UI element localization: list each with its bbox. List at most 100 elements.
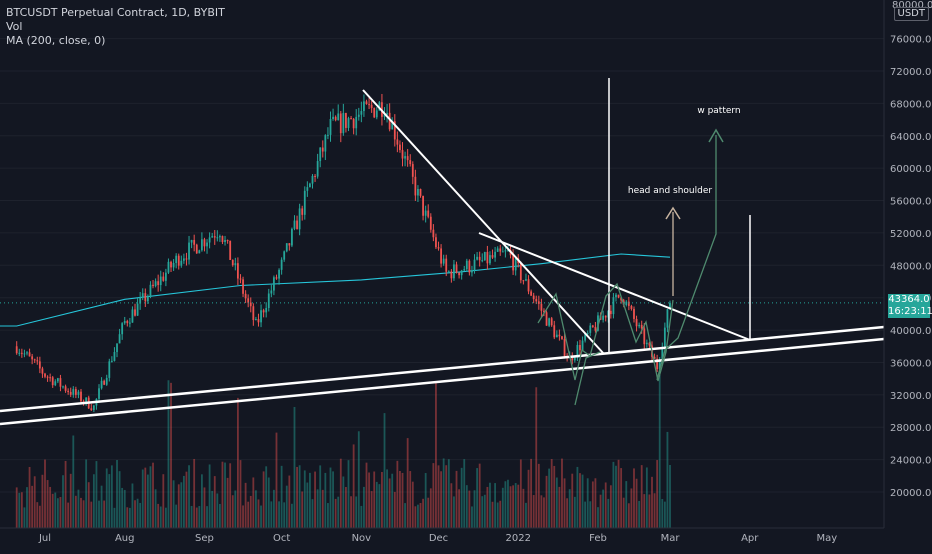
candle-body: [512, 255, 515, 271]
volume-bar: [445, 465, 448, 528]
volume-bar: [182, 475, 185, 528]
candle-body: [393, 121, 396, 140]
candle-body: [643, 328, 646, 345]
candle-body: [56, 378, 59, 382]
candle-body: [478, 256, 481, 261]
candle-body: [182, 258, 185, 261]
volume-bar: [471, 506, 473, 528]
price-tick-label: 32000.0: [890, 391, 931, 402]
volume-bar: [411, 481, 414, 528]
candle-body: [80, 391, 82, 402]
time-tick-label: Mar: [661, 533, 681, 544]
candle-body: [195, 244, 198, 254]
candle-body: [23, 353, 26, 355]
candle-body: [581, 340, 584, 351]
volume-bar: [311, 499, 314, 528]
volume-bar: [597, 507, 599, 528]
volume-bar: [69, 473, 72, 528]
volume-bar: [92, 474, 95, 528]
volume-bar: [247, 501, 250, 528]
volume-bar: [116, 459, 118, 528]
volume-bar: [321, 489, 324, 528]
candle-body: [152, 284, 154, 287]
candle-body: [404, 156, 406, 159]
volume-bar: [164, 507, 167, 528]
candle-body: [429, 216, 432, 230]
volume-bar: [67, 502, 70, 528]
volume-bar: [177, 484, 180, 528]
volume-bar: [633, 468, 635, 528]
volume-bar: [602, 489, 605, 528]
candle-body: [373, 108, 376, 118]
candle-body: [108, 361, 111, 378]
candle-body: [339, 113, 342, 134]
volume-bar: [404, 503, 406, 528]
candle-body: [249, 302, 252, 307]
candle-body: [188, 242, 190, 260]
candle-body: [41, 368, 44, 374]
candle-body: [342, 113, 345, 134]
volume-bar: [504, 481, 507, 528]
volume-bar: [571, 473, 574, 528]
volume-bar: [591, 481, 594, 528]
volume-bar: [604, 482, 607, 528]
volume-bar: [378, 484, 381, 528]
candle-body: [257, 319, 260, 323]
candle-body: [321, 147, 324, 152]
volume-bar: [414, 506, 417, 528]
time-tick-label: Nov: [352, 533, 372, 544]
volume-bar: [157, 503, 160, 528]
candle-body: [159, 276, 162, 286]
candle-body: [396, 139, 399, 145]
candle-body: [247, 298, 250, 303]
candle-body: [594, 326, 597, 331]
candle-body: [630, 305, 633, 309]
currency-selector[interactable]: USDT: [893, 7, 929, 21]
symbol-title[interactable]: BTCUSDT Perpetual Contract, 1D, BYBIT: [6, 6, 225, 19]
volume-bar: [285, 485, 288, 528]
candle-body: [180, 260, 183, 266]
ma-indicator-label[interactable]: MA (200, close, 0): [6, 34, 106, 47]
candle-body: [275, 277, 278, 279]
candle-body: [345, 113, 347, 128]
volume-bar: [409, 471, 412, 528]
volume-bar: [661, 499, 664, 528]
volume-bar: [121, 487, 124, 528]
volume-bar: [175, 504, 178, 528]
volume-indicator-label[interactable]: Vol: [6, 20, 23, 33]
candle-body: [242, 279, 244, 294]
volume-bar: [329, 467, 332, 528]
volume-bar: [139, 502, 142, 528]
candle-body: [190, 239, 193, 243]
volume-bar: [499, 500, 502, 528]
candle-body: [36, 360, 39, 362]
volume-bar: [370, 491, 373, 528]
volume-bar: [265, 466, 268, 528]
volume-bar: [316, 489, 319, 528]
candle-body: [131, 309, 134, 323]
volume-bar: [368, 472, 370, 528]
volume-bar: [18, 492, 21, 528]
candle-body: [211, 236, 214, 238]
candle-body: [424, 210, 427, 216]
volume-bar: [501, 487, 504, 528]
volume-bar: [442, 458, 445, 528]
volume-bar: [422, 498, 424, 528]
support-trendline-lower: [0, 337, 885, 426]
candle-body: [386, 112, 388, 115]
candle-body: [417, 188, 419, 196]
candle-body: [262, 310, 265, 313]
volume-bar: [152, 462, 154, 528]
candle-body: [15, 346, 18, 354]
price-tick-label: 72000.0: [890, 67, 931, 78]
candle-body: [260, 310, 262, 323]
candle-body: [136, 303, 139, 316]
volume-bar: [463, 459, 466, 528]
candle-body: [661, 347, 664, 361]
volume-bar: [383, 413, 386, 528]
volume-bar: [283, 502, 286, 528]
volume-bar: [447, 459, 450, 528]
candle-body: [206, 242, 208, 247]
